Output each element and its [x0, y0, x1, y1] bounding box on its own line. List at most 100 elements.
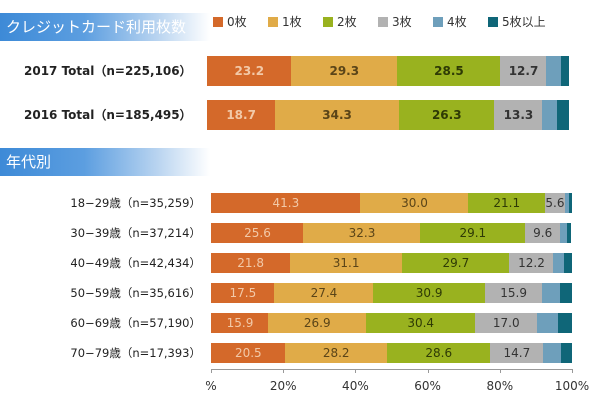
bar-row-0: 23.2 29.3 28.5 12.7 [207, 56, 569, 86]
bar-segment-7-2: 28.6 [386, 343, 491, 363]
bar-segment-1-3: 13.3 [494, 100, 543, 130]
section-title-age: 年代別 [6, 153, 52, 171]
bar-row-2: 41.3 30.0 21.1 5.6 [211, 193, 572, 213]
data-label-6-1: 26.9 [303, 316, 331, 330]
bar-row-6: 15.9 26.9 30.4 17.0 [211, 313, 572, 333]
data-label-1-3: 13.3 [503, 108, 534, 122]
bar-segment-5-4 [542, 283, 561, 303]
x-tick-mark-1 [283, 369, 285, 373]
x-tick-label-1: 20% [269, 379, 297, 393]
bar-segment-4-0: 21.8 [211, 253, 291, 273]
data-label-1-1: 34.3 [322, 108, 352, 122]
bar-segment-0-4 [546, 56, 562, 86]
data-label-0-1: 29.3 [329, 64, 360, 78]
bar-segment-2-4 [564, 193, 570, 213]
data-label-6-2: 30.4 [407, 316, 435, 330]
bar-segment-4-1: 31.1 [289, 253, 403, 273]
data-label-4-3: 12.2 [518, 256, 545, 270]
bar-segment-3-3: 9.6 [525, 223, 561, 243]
data-label-4-2: 29.7 [442, 256, 470, 270]
bar-segment-7-0: 20.5 [211, 343, 286, 363]
bar-segment-1-4 [542, 100, 558, 130]
bar-row-4: 21.8 31.1 29.7 12.2 [211, 253, 572, 273]
row-label-5: 50−59歳（n=35,616） [70, 286, 201, 300]
data-label-7-0: 20.5 [234, 346, 262, 360]
bar-segment-6-4 [536, 313, 559, 333]
data-label-2-2: 21.1 [493, 196, 521, 210]
data-label-3-0: 25.6 [244, 226, 271, 240]
data-label-5-3: 15.9 [500, 286, 527, 300]
bar-segment-5-2: 30.9 [373, 283, 486, 303]
data-label-5-1: 27.4 [310, 286, 338, 300]
bar-segment-1-5 [556, 100, 569, 130]
bar-row-1: 18.7 34.3 26.3 13.3 [207, 100, 569, 130]
section-header-card-count: クレジットカード利用枚数 [0, 13, 210, 41]
data-label-2-1: 30.0 [401, 196, 428, 210]
row-label-6: 60−69歳（n=57,190） [70, 316, 201, 330]
bar-segment-2-0: 41.3 [211, 193, 361, 213]
x-tick-mark-2 [355, 369, 357, 373]
bar-segment-0-2: 28.5 [397, 56, 501, 86]
bar-segment-3-0: 25.6 [211, 223, 305, 243]
data-label-0-0: 23.2 [234, 64, 265, 78]
bar-segment-0-3: 12.7 [500, 56, 547, 86]
bar-segment-0-0: 23.2 [207, 56, 292, 86]
bar-segment-3-1: 32.3 [303, 223, 421, 243]
legend-label-0: 0枚 [227, 15, 247, 29]
legend-label-3: 3枚 [392, 15, 412, 29]
x-tick-mark-3 [427, 369, 429, 373]
legend-swatch-4 [433, 17, 443, 27]
section-header-age: 年代別 [0, 148, 210, 176]
data-label-7-3: 14.7 [503, 346, 531, 360]
x-tick-mark-4 [499, 369, 501, 373]
bar-segment-7-4 [543, 343, 562, 363]
bar-segment-5-5 [560, 283, 572, 303]
bar-segment-6-0: 15.9 [211, 313, 269, 333]
data-label-1-0: 18.7 [226, 108, 256, 122]
row-label-4: 40−49歳（n=42,434） [70, 256, 201, 270]
row-label-2: 18−29歳（n=35,259） [70, 196, 201, 210]
data-label-7-1: 28.2 [322, 346, 350, 360]
data-label-2-0: 41.3 [272, 196, 300, 210]
data-label-3-1: 32.3 [348, 226, 376, 240]
bar-segment-1-0: 18.7 [207, 100, 276, 130]
bar-segment-4-3: 12.2 [509, 253, 554, 273]
bar-segment-3-5 [566, 223, 572, 243]
section-title-card-count: クレジットカード利用枚数 [6, 18, 187, 36]
legend-swatch-3 [378, 17, 388, 27]
x-tick-label-0: % [205, 379, 217, 393]
data-label-4-1: 31.1 [332, 256, 360, 270]
legend-label-4: 4枚 [447, 15, 467, 29]
bar-segment-2-1: 30.0 [360, 193, 469, 213]
data-label-0-3: 12.7 [508, 64, 539, 78]
bar-row-5: 17.5 27.4 30.9 15.9 [211, 283, 572, 303]
bar-segment-7-5 [561, 343, 572, 363]
data-label-4-0: 21.8 [237, 256, 264, 270]
bar-row-7: 20.5 28.2 28.6 14.7 [211, 343, 572, 363]
bar-segment-4-2: 29.7 [401, 253, 510, 273]
bar-segment-0-5 [560, 56, 569, 86]
bar-segment-1-2: 26.3 [398, 100, 495, 130]
legend-label-5: 5枚以上 [502, 15, 546, 29]
x-tick-label-4: 80% [486, 379, 514, 393]
x-tick-mark-0 [211, 369, 212, 373]
bar-segment-5-0: 17.5 [211, 283, 275, 303]
data-label-2-3: 5.6 [545, 196, 565, 210]
bar-segment-6-1: 26.9 [268, 313, 367, 333]
row-label-7: 70−79歳（n=17,393） [70, 346, 201, 360]
bar-segment-2-3: 5.6 [544, 193, 566, 213]
bar-segment-2-5 [569, 193, 572, 213]
bar-segment-3-4 [559, 223, 568, 243]
row-label-3: 30−39歳（n=37,214） [70, 226, 201, 240]
bar-segment-7-1: 28.2 [285, 343, 388, 363]
x-tick-label-3: 60% [414, 379, 441, 393]
data-label-3-2: 29.1 [459, 226, 487, 240]
data-label-7-2: 28.6 [425, 346, 453, 360]
bar-segment-4-5 [564, 253, 572, 273]
data-label-5-0: 17.5 [229, 286, 257, 300]
row-label-1: 2016 Total（n=185,495） [24, 108, 192, 122]
bar-segment-5-1: 27.4 [274, 283, 374, 303]
bar-segment-1-1: 34.3 [274, 100, 400, 130]
legend-swatch-0 [213, 17, 223, 27]
bar-segment-6-5 [558, 313, 572, 333]
